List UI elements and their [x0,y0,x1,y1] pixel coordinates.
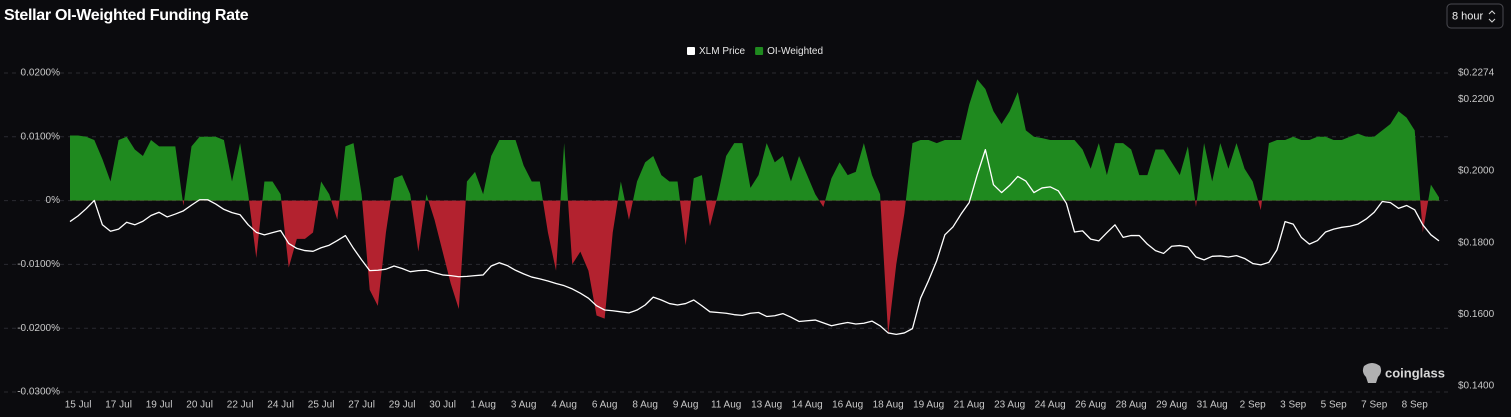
legend-swatch [755,47,764,55]
legend-label: XLM Price [699,46,746,57]
x-tick-label: 11 Aug [711,400,741,411]
x-tick-label: 3 Sep [1280,400,1307,411]
legend: XLM Price OI-Weighted [687,46,823,57]
y2-tick-label: $0.2000 [1458,166,1495,177]
x-tick-label: 5 Sep [1321,400,1348,411]
watermark-text: coinglass [1385,365,1445,380]
x-tick-label: 25 Jul [308,400,335,411]
x-tick-label: 24 Jul [267,400,294,411]
x-tick-label: 16 Aug [832,400,863,411]
x-tick-label: 15 Jul [65,400,92,411]
y-tick-label: -0.0100% [17,259,60,270]
x-tick-label: 13 Aug [751,400,782,411]
x-tick-label: 6 Aug [592,400,618,411]
x-tick-label: 14 Aug [792,400,823,411]
y2-tick-label: $0.1800 [1458,237,1495,248]
selector-box[interactable] [1446,3,1504,29]
legend-swatch [687,47,695,55]
watermark: coinglass [1362,363,1445,383]
y-tick-label: 0% [46,195,61,206]
x-tick-label: 24 Aug [1035,400,1066,411]
x-tick-label: 21 Aug [954,400,985,411]
x-tick-label: 29 Aug [1156,400,1187,411]
x-tick-label: 8 Aug [632,400,658,411]
x-tick-label: 2 Sep [1240,400,1267,411]
x-tick-label: 18 Aug [873,400,904,411]
x-tick-label: 20 Jul [186,400,213,411]
plot-area [4,72,1450,393]
x-tick-label: 27 Jul [348,400,375,411]
x-tick-label: 22 Jul [227,400,254,411]
x-tick-label: 31 Aug [1197,400,1228,411]
x-tick-label: 19 Jul [146,400,173,411]
watermark-logo [1362,363,1382,383]
chart-title: Stellar OI-Weighted Funding Rate [4,7,249,24]
y2-tick-label: $0.1400 [1458,381,1495,392]
y-tick-label: -0.0200% [17,323,60,334]
x-tick-label: 30 Jul [429,400,456,411]
interval-selector[interactable]: 8 hour [1446,3,1504,29]
x-tick-label: 8 Sep [1402,400,1429,411]
x-tick-label: 23 Aug [994,400,1025,411]
y-tick-label: -0.0300% [17,387,60,398]
x-tick-label: 4 Aug [551,400,577,411]
x-tick-label: 17 Jul [105,400,132,411]
selector-chevron[interactable] [1488,10,1496,23]
y2-tick-label: $0.2200 [1458,94,1495,105]
x-tick-label: 19 Aug [913,400,944,411]
x-tick-label: 26 Aug [1075,400,1106,411]
x-tick-label: 1 Aug [470,400,496,411]
legend-item: OI-Weighted [755,46,823,57]
y-tick-label: 0.0100% [21,131,61,142]
selector-label[interactable]: 8 hour [1452,10,1484,22]
x-tick-label: 7 Sep [1361,400,1388,411]
y-tick-label: 0.0200% [21,68,61,79]
legend-label: OI-Weighted [767,46,823,57]
x-tick-label: 28 Aug [1116,400,1147,411]
x-tick-label: 3 Aug [511,400,537,411]
x-tick-label: 29 Jul [389,400,416,411]
price-line [69,148,1440,336]
y2-tick-label: $0.2274 [1458,68,1495,79]
legend-item: XLM Price [687,46,746,57]
x-tick-label: 9 Aug [673,400,699,411]
y2-tick-label: $0.1600 [1458,309,1495,320]
